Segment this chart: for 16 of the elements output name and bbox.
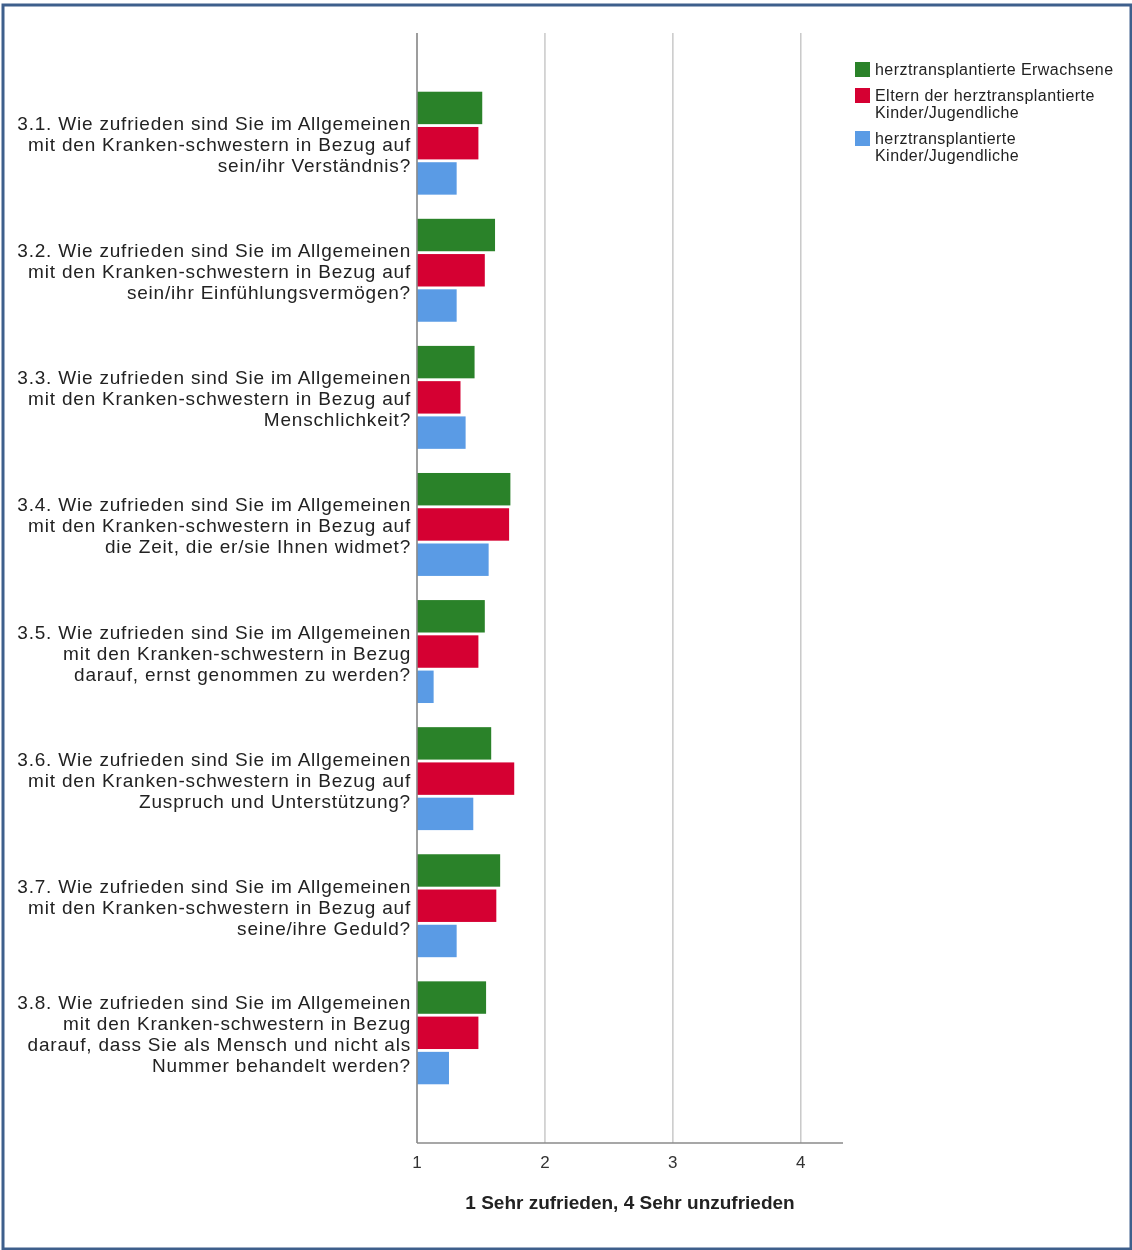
legend-label: herztransplantierte Erwachsene: [875, 61, 1114, 78]
legend-label: herztransplantierte Kinder/Jugendliche: [875, 130, 1020, 164]
x-tick-label: 3: [668, 1153, 678, 1172]
y-tick-label: 3.8. Wie zufrieden sind Sie im Allgemeinen mit den Kranken-schwestern in Bezug darauf, dass Sie als Mensch und nicht als Nummer behandelt werden?: [17, 992, 411, 1077]
y-tick-label: 3.1. Wie zufrieden sind Sie im Allgemeinen mit den Kranken-schwestern in Bezug auf sein/ihr Verständnis?: [17, 113, 411, 177]
y-tick-label: 3.7. Wie zufrieden sind Sie im Allgemeinen mit den Kranken-schwestern in Bezug auf seine/ihre Geduld?: [17, 875, 411, 939]
x-tick-label: 1: [412, 1153, 422, 1172]
x-tick-label: 2: [540, 1153, 550, 1172]
y-tick-label: 3.3. Wie zufrieden sind Sie im Allgemeinen mit den Kranken-schwestern in Bezug auf Menschlichkeit?: [17, 367, 411, 431]
y-tick-label: 3.5. Wie zufrieden sind Sie im Allgemeinen mit den Kranken-schwestern in Bezug darauf, ernst genommen zu werden?: [17, 621, 411, 685]
x-tick-label: 4: [796, 1153, 806, 1172]
y-tick-label: 3.4. Wie zufrieden sind Sie im Allgemeinen mit den Kranken-schwestern in Bezug auf die Zeit, die er/sie Ihnen widmet?: [17, 494, 411, 558]
y-tick-label: 3.6. Wie zufrieden sind Sie im Allgemeinen mit den Kranken-schwestern in Bezug auf Zuspruch und Unterstützung?: [17, 748, 411, 812]
legend-label: Eltern der herztransplantierte Kinder/Jugendliche: [875, 87, 1095, 121]
x-axis-title: 1 Sehr zufrieden, 4 Sehr unzufrieden: [465, 1192, 795, 1213]
y-tick-label: 3.2. Wie zufrieden sind Sie im Allgemeinen mit den Kranken-schwestern in Bezug auf sein/ihr Einfühlungsvermögen?: [17, 240, 411, 304]
